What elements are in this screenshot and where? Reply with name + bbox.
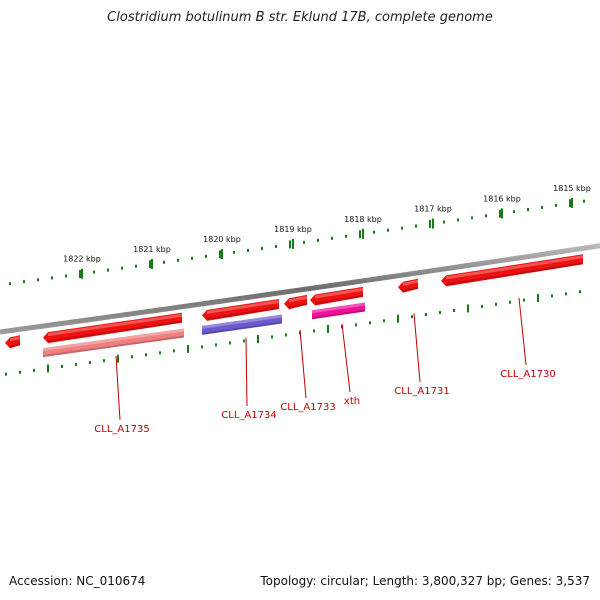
label-leader	[413, 313, 421, 383]
gene-highlight	[43, 328, 184, 352]
gene-label: CLL_A1735	[94, 424, 149, 435]
tick-label: 1820 kbp	[203, 235, 241, 244]
tick-label: 1815 kbp	[553, 184, 591, 193]
gene-cll_a1730	[441, 254, 583, 287]
gene-features	[5, 254, 583, 358]
gene-body	[284, 294, 307, 310]
gene-label: CLL_A1731	[394, 386, 449, 397]
genome-summary-text: Topology: circular; Length: 3,800,327 bp…	[260, 574, 590, 588]
gene-label: xth	[344, 396, 360, 407]
gene-body	[5, 335, 20, 349]
gene-body	[312, 302, 365, 320]
gene-highlight	[202, 314, 282, 329]
tick-label: 1816 kbp	[483, 194, 521, 203]
tick-label: 1819 kbp	[274, 225, 312, 234]
gene-body	[43, 312, 182, 344]
gene-highlight	[403, 279, 418, 286]
label-leader	[341, 323, 351, 393]
gene-shadow	[446, 262, 583, 286]
gene-shadow	[48, 320, 182, 343]
gene-g0	[5, 335, 20, 349]
gene-body	[310, 286, 363, 306]
gene-xth	[310, 286, 363, 306]
gene-shadow	[10, 343, 20, 348]
label-leader	[115, 355, 121, 421]
gene-label: CLL_A1733	[280, 402, 335, 413]
gene-shadow	[312, 309, 365, 320]
gene-cll_a1731	[398, 278, 418, 293]
gene-highlight	[446, 255, 583, 280]
gene-highlight	[48, 313, 182, 337]
accession-text: Accession: NC_010674	[9, 574, 146, 588]
gene-shadow	[315, 294, 363, 305]
gene-body	[202, 298, 279, 321]
scale-ticks: 1822 kbp 1821 kbp 1820 kbp 1819 kbp 1818 kbp…	[5, 184, 591, 376]
gene-cll_a1735	[43, 312, 182, 344]
gene-xth_b	[312, 302, 365, 320]
tick-label: 1821 kbp	[133, 245, 171, 254]
tick-label: 1817 kbp	[414, 205, 452, 214]
gene-body	[43, 328, 184, 358]
label-leader	[299, 329, 307, 399]
gene-shadow	[43, 335, 184, 358]
gene-label: CLL_A1730	[500, 369, 555, 380]
gene-shadow	[289, 302, 307, 309]
page-title: Clostridium botulinum B str. Eklund 17B,…	[107, 10, 493, 25]
gene-highlight	[315, 287, 363, 299]
label-leader	[518, 297, 527, 366]
gene-highlight	[10, 336, 20, 342]
gene-highlight	[312, 302, 365, 314]
gene-cll_a1733	[284, 294, 307, 310]
gene-body	[398, 278, 418, 293]
label-leader	[245, 337, 248, 407]
gene-highlight	[289, 295, 307, 303]
tick-label: 1818 kbp	[344, 215, 382, 224]
tick-label: 1822 kbp	[63, 255, 101, 264]
gene-shadow	[403, 286, 418, 292]
gene-body	[441, 254, 583, 287]
gene-shadow	[207, 306, 279, 320]
gene-cll_a1734	[202, 298, 279, 321]
gene-highlight	[207, 299, 279, 314]
gene-label: CLL_A1734	[221, 410, 276, 421]
gene-body	[202, 314, 282, 335]
gene-cll_a1734_b	[202, 314, 282, 335]
backbone-line	[0, 243, 600, 335]
gene-shadow	[202, 321, 282, 335]
gene-cll_a1735_b	[43, 328, 184, 358]
genome-backbone	[0, 243, 600, 335]
gene-labels: CLL_A1735 CLL_A1734 CLL_A1733 xth CLL_A1731 C…	[94, 297, 556, 435]
